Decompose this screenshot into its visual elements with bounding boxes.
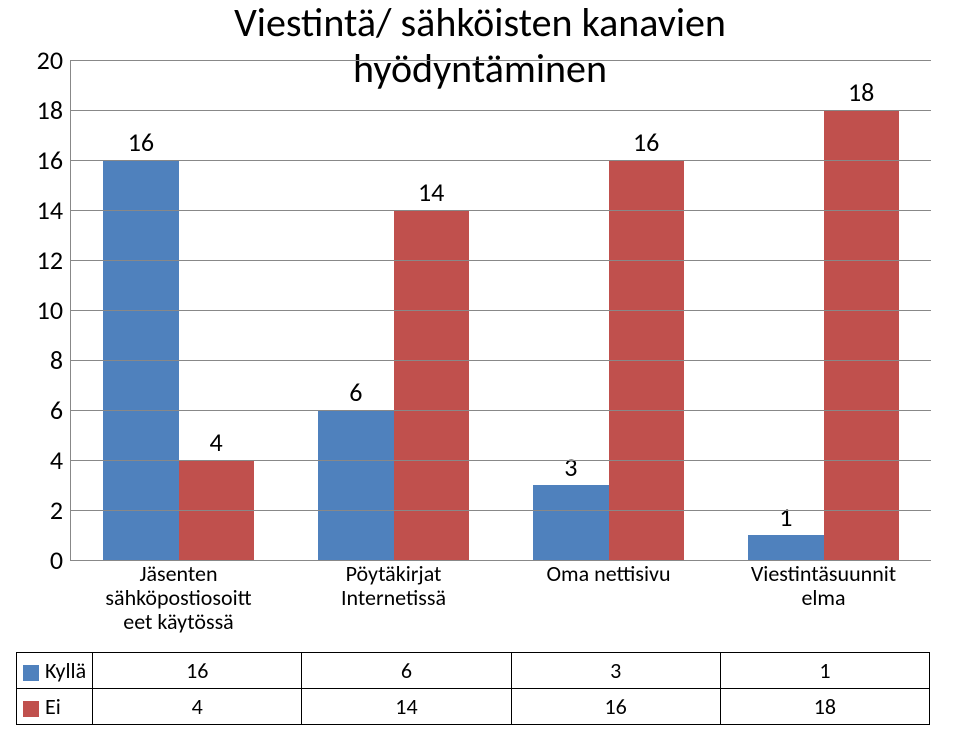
y-axis-tick-label: 16 bbox=[13, 144, 71, 176]
category-label: Viestintäsuunnit elma bbox=[716, 560, 931, 610]
gridline bbox=[71, 260, 931, 261]
gridline bbox=[71, 510, 931, 511]
series-label-cell: Ei bbox=[17, 689, 93, 725]
legend-swatch bbox=[23, 665, 39, 681]
table-cell: 16 bbox=[93, 653, 302, 689]
table-cell: 3 bbox=[511, 653, 720, 689]
chart-data-table: Kyllä16631Ei4141618 bbox=[16, 652, 930, 725]
chart-plot-area: 164614316118 02468101214161820Jäsenten s… bbox=[70, 60, 931, 561]
gridline bbox=[71, 310, 931, 311]
bar: 14 bbox=[394, 210, 469, 560]
gridline bbox=[71, 60, 931, 61]
gridline bbox=[71, 160, 931, 161]
y-axis-tick-label: 6 bbox=[13, 394, 71, 426]
table-cell: 14 bbox=[302, 689, 511, 725]
bar-value-label: 1 bbox=[748, 501, 823, 533]
table-cell: 18 bbox=[720, 689, 929, 725]
y-axis-tick-label: 14 bbox=[13, 194, 71, 226]
gridline bbox=[71, 360, 931, 361]
y-axis-tick-label: 2 bbox=[13, 494, 71, 526]
bar: 3 bbox=[533, 485, 608, 560]
chart-container: Viestintä/ sähköisten kanavien hyödyntäm… bbox=[0, 0, 960, 746]
table-cell: 1 bbox=[720, 653, 929, 689]
bar-value-label: 16 bbox=[103, 126, 178, 158]
category-label: Oma nettisivu bbox=[501, 560, 716, 586]
gridline bbox=[71, 410, 931, 411]
category-label: Jäsenten sähköpostiosoitt eet käytössä bbox=[71, 560, 286, 635]
y-axis-tick-label: 20 bbox=[13, 44, 71, 76]
table-cell: 16 bbox=[511, 689, 720, 725]
bar: 1 bbox=[748, 535, 823, 560]
series-name: Kyllä bbox=[45, 657, 86, 684]
series-label-cell: Kyllä bbox=[17, 653, 93, 689]
table-cell: 4 bbox=[93, 689, 302, 725]
gridline bbox=[71, 110, 931, 111]
table-row: Kyllä 16631 bbox=[17, 653, 930, 689]
y-axis-tick-label: 0 bbox=[13, 544, 71, 576]
gridline bbox=[71, 210, 931, 211]
legend-swatch bbox=[23, 701, 39, 717]
bar: 18 bbox=[824, 110, 899, 560]
table-cell: 6 bbox=[302, 653, 511, 689]
y-axis-tick-label: 12 bbox=[13, 244, 71, 276]
bar-value-label: 6 bbox=[318, 376, 393, 408]
y-axis-tick-label: 8 bbox=[13, 344, 71, 376]
bar-value-label: 14 bbox=[394, 176, 469, 208]
bar: 6 bbox=[318, 410, 393, 560]
y-axis-tick-label: 18 bbox=[13, 94, 71, 126]
series-name: Ei bbox=[45, 693, 61, 720]
table-row: Ei 4141618 bbox=[17, 689, 930, 725]
gridline bbox=[71, 460, 931, 461]
bar-value-label: 16 bbox=[609, 126, 684, 158]
y-axis-tick-label: 4 bbox=[13, 444, 71, 476]
bar-value-label: 4 bbox=[179, 426, 254, 458]
bar-value-label: 3 bbox=[533, 451, 608, 483]
y-axis-tick-label: 10 bbox=[13, 294, 71, 326]
bar-value-label: 18 bbox=[824, 76, 899, 108]
category-label: Pöytäkirjat Internetissä bbox=[286, 560, 501, 610]
